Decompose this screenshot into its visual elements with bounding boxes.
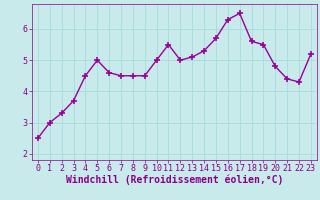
X-axis label: Windchill (Refroidissement éolien,°C): Windchill (Refroidissement éolien,°C) xyxy=(66,175,283,185)
